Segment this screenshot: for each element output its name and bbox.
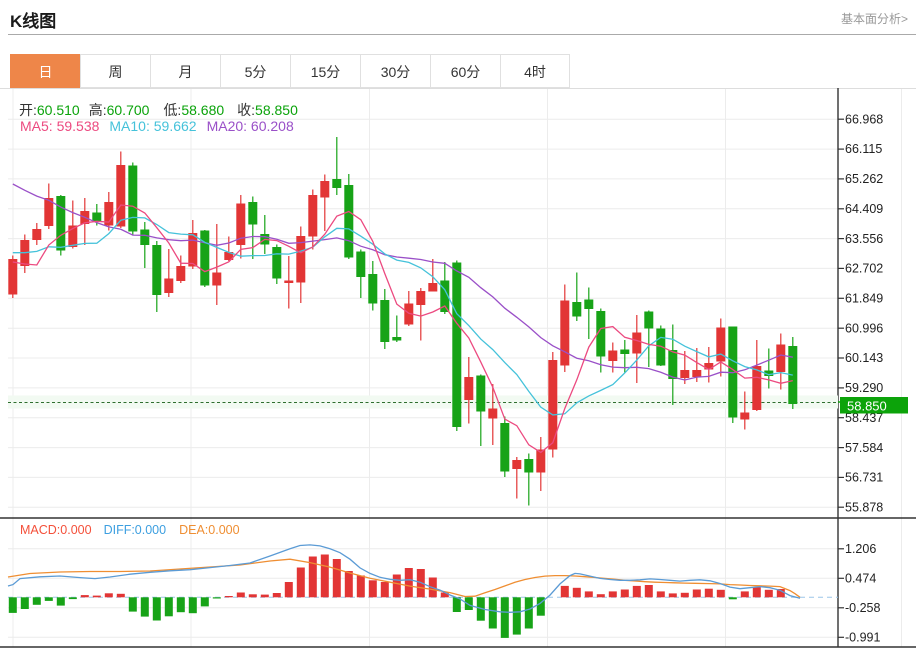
svg-text:66.115: 66.115 [845,142,882,156]
svg-text:60.143: 60.143 [845,351,883,365]
svg-text:-0.991: -0.991 [845,631,880,645]
svg-text:66.968: 66.968 [845,112,883,126]
svg-text:56.731: 56.731 [845,471,883,485]
svg-text:1.206: 1.206 [845,542,876,556]
svg-text:63.556: 63.556 [845,232,883,246]
svg-text:0.474: 0.474 [845,572,876,586]
svg-text:58.850: 58.850 [847,399,887,414]
svg-text:60.996: 60.996 [845,321,883,335]
svg-text:62.702: 62.702 [845,262,883,276]
svg-text:65.262: 65.262 [845,172,883,186]
svg-text:59.290: 59.290 [845,381,883,395]
svg-text:55.878: 55.878 [845,500,883,514]
svg-text:64.409: 64.409 [845,202,883,216]
svg-text:-0.258: -0.258 [845,601,880,615]
svg-text:57.584: 57.584 [845,441,883,455]
svg-text:61.849: 61.849 [845,292,883,306]
svg-text:58.437: 58.437 [845,411,883,425]
